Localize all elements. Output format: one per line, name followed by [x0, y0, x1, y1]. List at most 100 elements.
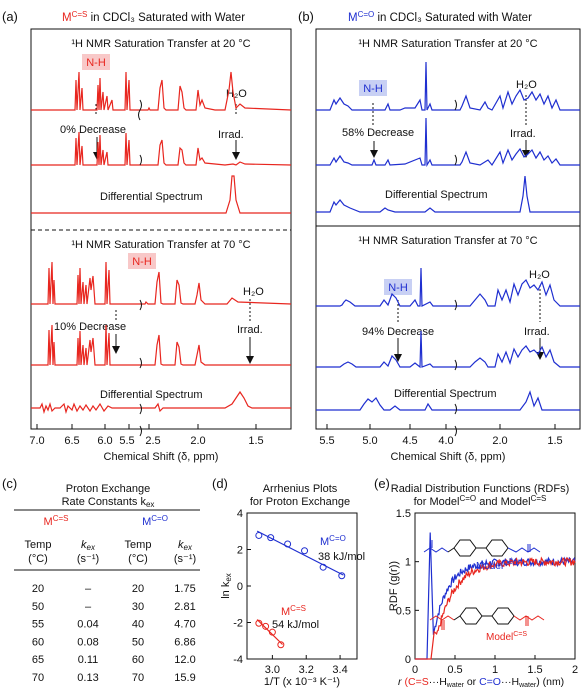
table-cell: 1.75	[174, 583, 195, 595]
y-tick-label: 2	[237, 545, 243, 557]
panel-a-irrad-20: Irrad.	[218, 129, 244, 141]
data-point	[255, 531, 263, 539]
b-tick: 5.5	[319, 435, 334, 447]
panel-c-group-s: MC=S	[44, 514, 69, 528]
x-tick-label: 1	[492, 664, 498, 676]
table-cell: 50	[132, 636, 144, 648]
panel-e-ylabel: RDF (g(r))	[388, 561, 400, 611]
panel-b-letter: (b)	[298, 9, 314, 24]
panel-a-nh-box-70	[128, 253, 156, 269]
c-col-k-unit-s: (s⁻¹)	[77, 553, 99, 565]
table-cell: 0.13	[77, 672, 98, 684]
panel-d-energy-s: 54 kJ/mol	[272, 619, 319, 631]
panel-c-table-body: 20 – 20 1.75 50 – 30 2.81 55 0.04 40 4.70 60 0.08 50 6.…	[32, 583, 196, 684]
table-cell: 20	[132, 583, 144, 595]
table-cell: 15.9	[174, 672, 195, 684]
c-col-k-unit-o: (s⁻¹)	[174, 553, 196, 565]
table-cell: –	[85, 601, 92, 613]
rdf-curve-co	[415, 532, 576, 660]
panel-b-xaxis: 5.5 5.0 4.5 4.0 2.0 1.5	[319, 424, 563, 447]
panel-a-header-20: ¹H NMR Saturation Transfer at 20 °C	[71, 38, 250, 50]
table-cell: 2.81	[174, 601, 195, 613]
table-cell: 30	[132, 601, 144, 613]
y-tick-label: -2	[233, 618, 243, 630]
b-tick: 2.0	[492, 435, 507, 447]
panel-b-nh-label-70: N-H	[388, 282, 408, 294]
panel-a-xlabel: Chemical Shift (δ, ppm)	[104, 451, 219, 463]
a-tick: 5.5	[119, 435, 134, 447]
panel-e-letter: (e)	[374, 476, 390, 491]
panel-b-h2o-label-70: H₂O	[529, 269, 550, 281]
y-tick-label: 0	[237, 581, 243, 593]
panel-a-decrease-70: 10% Decrease	[54, 321, 126, 333]
data-point	[284, 540, 292, 548]
a-tick: 6.5	[64, 435, 79, 447]
x-tick-label: 3.2	[299, 664, 314, 676]
y-tick-label: 0	[405, 654, 411, 666]
panel-b-irrad-20: Irrad.	[510, 128, 536, 140]
table-cell: 65	[32, 654, 44, 666]
c-col-temp-s: Temp	[25, 539, 52, 551]
c-col-temp-unit-s: (°C)	[28, 553, 48, 565]
panel-e-model-s: ModelC=S	[486, 631, 527, 643]
table-cell: 70	[132, 672, 144, 684]
panel-b-arrows	[370, 95, 544, 362]
a-tick: 7.0	[29, 435, 44, 447]
panel-a-header-70: ¹H NMR Saturation Transfer at 70 °C	[71, 239, 250, 251]
panel-c-letter: (c)	[2, 476, 17, 491]
y-tick-label: 0.5	[396, 605, 411, 617]
panel-d-energy-o: 38 kJ/mol	[318, 551, 365, 563]
table-cell: 0.08	[77, 636, 98, 648]
panel-d-plot: -4 -2 0 2 4 3.0 3.2 3.4	[233, 508, 348, 676]
panel-b-diff-70: Differential Spectrum	[394, 388, 497, 400]
c-col-k-o: kex	[178, 539, 193, 552]
fit-line	[256, 530, 344, 576]
data-point	[277, 641, 285, 649]
x-tick-label: 1.5	[527, 664, 542, 676]
b-tick: 5.0	[362, 435, 377, 447]
panel-a-h2o-label-70: H₂O	[243, 286, 264, 298]
table-cell: 6.86	[174, 636, 195, 648]
panel-b-decrease-70: 94% Decrease	[362, 326, 434, 338]
x-tick-label: 2	[572, 664, 578, 676]
table-cell: 60	[132, 654, 144, 666]
panel-b-axis-breaks	[454, 99, 457, 437]
panel-b-nh-box-70	[384, 279, 412, 295]
panel-d-label-s: MC=S	[281, 604, 306, 618]
panel-d-xlabel: 1/T (x 10⁻³ K⁻¹)	[264, 676, 340, 688]
panel-d-title-1: Arrhenius Plots	[263, 483, 338, 495]
x-tick-label: 0.5	[447, 664, 462, 676]
x-tick-label: 0	[412, 664, 418, 676]
table-cell: 55	[32, 619, 44, 631]
panel-e-model-o: ModelC=O	[476, 560, 518, 572]
panel-b-diff-20: Differential Spectrum	[385, 189, 488, 201]
panel-e-plot: 0 0.5 1 1.5 0 0.5 1 1.5 2	[396, 508, 578, 676]
data-point	[255, 619, 263, 627]
panel-b-frame	[315, 28, 581, 430]
data-point	[301, 547, 309, 555]
panel-a-h2o-label-20: H₂O	[226, 88, 247, 100]
table-cell: 60	[32, 636, 44, 648]
data-point	[262, 622, 270, 630]
table-cell: 0.11	[78, 654, 99, 666]
table-cell: 12.0	[174, 654, 195, 666]
panel-a-nh-label-20: N-H	[86, 57, 106, 69]
table-cell: 4.70	[174, 619, 195, 631]
panel-e-xlabel: r (C=S···Hwater or C=O···Hwater) (nm)	[398, 676, 564, 689]
table-cell: –	[85, 583, 92, 595]
panel-b-decrease-20: 58% Decrease	[342, 127, 414, 139]
panel-e-title-2: for ModelC=O and ModelC=S	[414, 494, 547, 508]
molecule-model-s	[429, 607, 545, 630]
panel-b-header-20: ¹H NMR Saturation Transfer at 20 °C	[358, 38, 537, 50]
panel-a-diff-20: Differential Spectrum	[100, 191, 203, 203]
a-tick: 2.0	[190, 435, 205, 447]
b-tick: 4.5	[402, 435, 417, 447]
y-tick-label: 4	[237, 508, 243, 520]
panel-b-nh-box-20	[359, 80, 387, 96]
data-point	[338, 572, 346, 580]
panel-c-group-o: MC=O	[142, 514, 168, 528]
a-tick: 1.5	[248, 435, 263, 447]
panel-a-irrad-70: Irrad.	[237, 324, 263, 336]
c-col-temp-unit-o: (°C)	[128, 553, 148, 565]
